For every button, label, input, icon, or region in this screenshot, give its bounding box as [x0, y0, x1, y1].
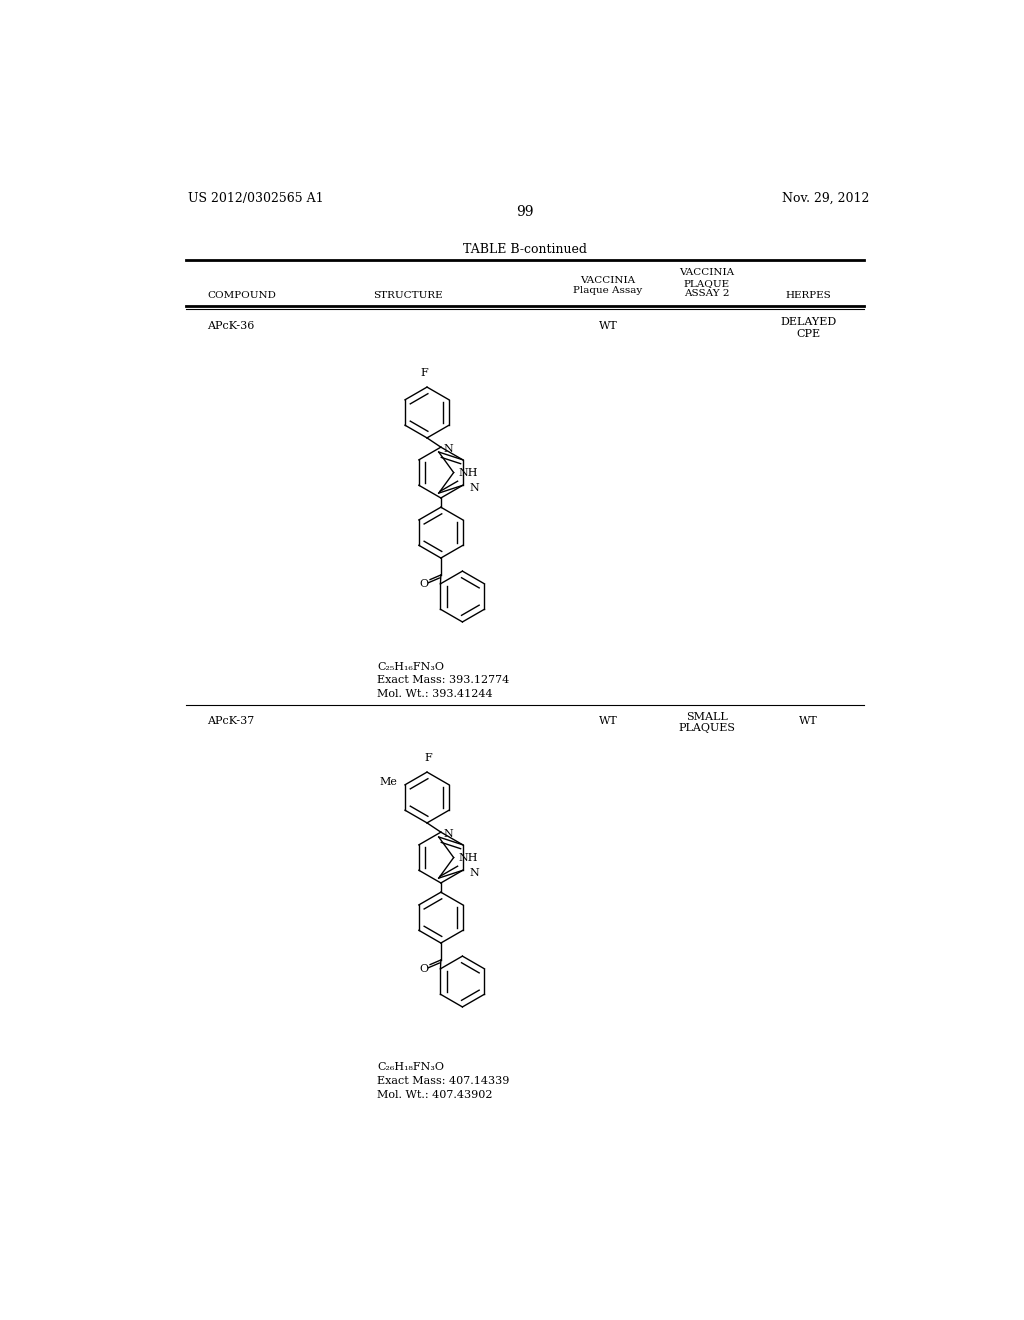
- Text: DELAYED: DELAYED: [780, 317, 837, 327]
- Text: US 2012/0302565 A1: US 2012/0302565 A1: [188, 191, 324, 205]
- Text: Plaque Assay: Plaque Assay: [573, 286, 643, 296]
- Text: WT: WT: [799, 715, 817, 726]
- Text: COMPOUND: COMPOUND: [208, 290, 276, 300]
- Text: PLAQUE: PLAQUE: [683, 279, 729, 288]
- Text: PLAQUES: PLAQUES: [678, 723, 735, 733]
- Text: APcK-37: APcK-37: [208, 715, 255, 726]
- Text: F: F: [420, 368, 428, 378]
- Text: Exact Mass: 393.12774: Exact Mass: 393.12774: [377, 676, 509, 685]
- Text: Exact Mass: 407.14339: Exact Mass: 407.14339: [377, 1076, 509, 1086]
- Text: Mol. Wt.: 407.43902: Mol. Wt.: 407.43902: [377, 1090, 493, 1100]
- Text: ASSAY 2: ASSAY 2: [684, 289, 729, 298]
- Text: O: O: [420, 964, 428, 974]
- Text: HERPES: HERPES: [785, 290, 831, 300]
- Text: VACCINIA: VACCINIA: [581, 276, 636, 285]
- Text: WT: WT: [599, 715, 617, 726]
- Text: C₂₆H₁₈FN₃O: C₂₆H₁₈FN₃O: [377, 1063, 444, 1072]
- Text: NH: NH: [459, 467, 478, 478]
- Text: 99: 99: [516, 206, 534, 219]
- Text: NH: NH: [459, 853, 478, 862]
- Text: TABLE B-continued: TABLE B-continued: [463, 243, 587, 256]
- Text: SMALL: SMALL: [686, 711, 727, 722]
- Text: Me: Me: [380, 776, 397, 787]
- Text: APcK-36: APcK-36: [208, 321, 255, 331]
- Text: N: N: [469, 483, 479, 494]
- Text: STRUCTURE: STRUCTURE: [373, 290, 442, 300]
- Text: C₂₅H₁₆FN₃O: C₂₅H₁₆FN₃O: [377, 661, 444, 672]
- Text: Mol. Wt.: 393.41244: Mol. Wt.: 393.41244: [377, 689, 493, 700]
- Text: WT: WT: [599, 321, 617, 331]
- Text: VACCINIA: VACCINIA: [679, 268, 734, 277]
- Text: F: F: [425, 752, 432, 763]
- Text: N: N: [443, 444, 453, 454]
- Text: N: N: [469, 869, 479, 878]
- Text: CPE: CPE: [796, 329, 820, 339]
- Text: Nov. 29, 2012: Nov. 29, 2012: [782, 191, 869, 205]
- Text: N: N: [443, 829, 453, 840]
- Text: O: O: [420, 579, 428, 589]
